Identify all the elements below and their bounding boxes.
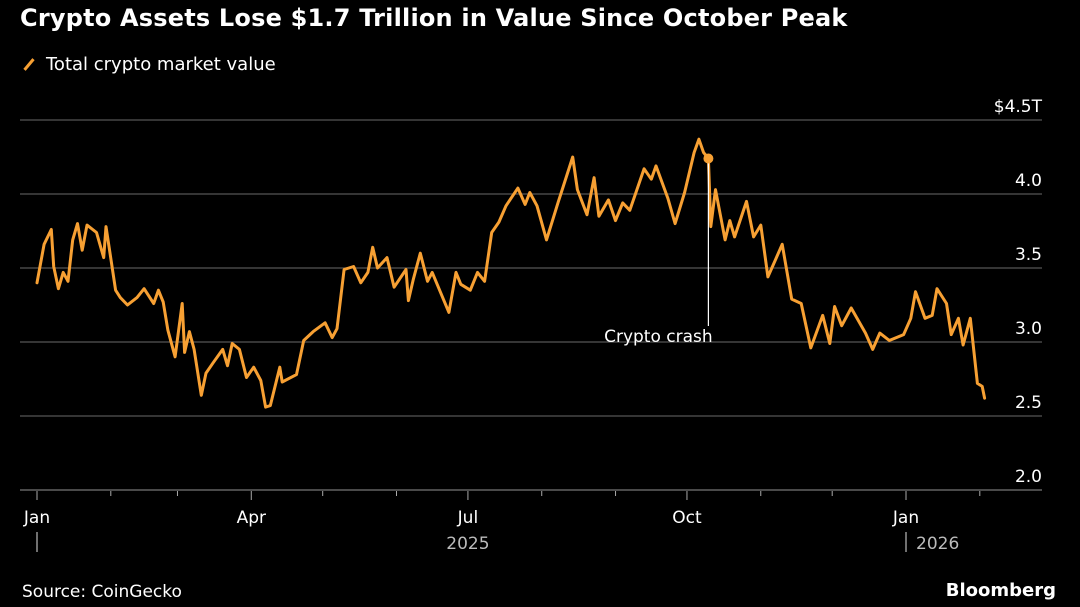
annotation-label: Crypto crash — [604, 327, 713, 347]
y-tick-label: 3.5 — [1015, 245, 1042, 265]
legend-label: Total crypto market value — [46, 54, 276, 75]
y-tick-label: 2.0 — [1015, 467, 1042, 487]
x-tick-label: Jan — [892, 508, 919, 528]
chart-title: Crypto Assets Lose $1.7 Trillion in Valu… — [20, 4, 848, 32]
legend: Total crypto market value — [22, 54, 276, 75]
source-note: Source: CoinGecko — [22, 582, 182, 602]
year-label: 2026 — [916, 534, 959, 554]
series-line — [35, 137, 987, 409]
x-tick-label: Oct — [672, 508, 702, 528]
annotation-marker — [703, 153, 714, 164]
year-label: 2025 — [446, 534, 489, 554]
x-tick-label: Apr — [237, 508, 266, 528]
y-tick-label: $4.5T — [994, 97, 1043, 117]
x-tick-label: Jul — [457, 508, 479, 528]
y-tick-label: 2.5 — [1015, 393, 1042, 413]
bloomberg-logo: Bloomberg — [945, 580, 1056, 601]
y-tick-label: 4.0 — [1015, 171, 1042, 191]
y-tick-label: 3.0 — [1015, 319, 1042, 339]
x-tick-label: Jan — [23, 508, 50, 528]
